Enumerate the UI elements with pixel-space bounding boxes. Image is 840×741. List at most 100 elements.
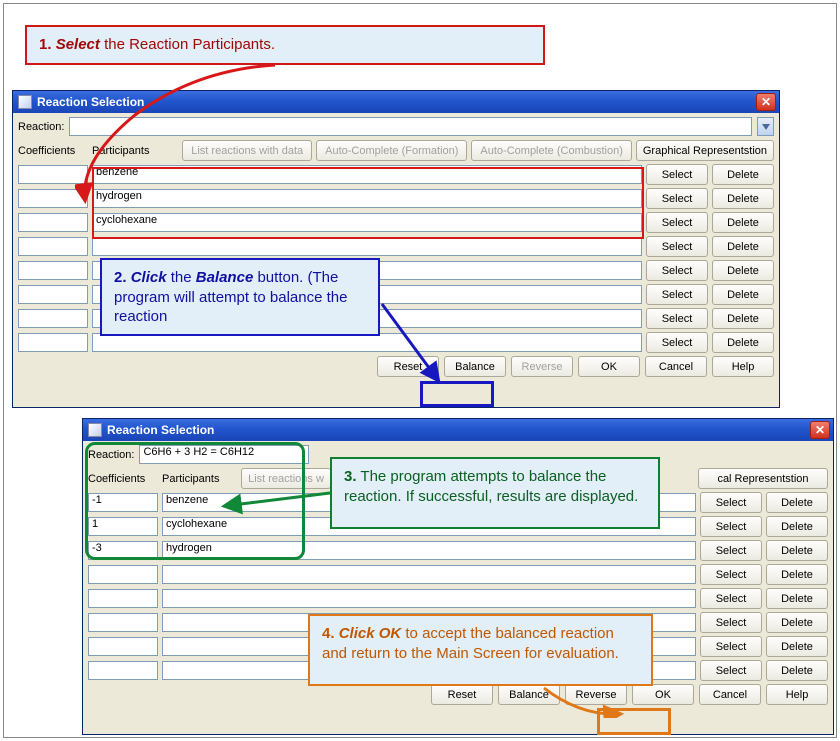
select-button[interactable]: Select xyxy=(646,308,708,329)
coefficient-input[interactable] xyxy=(18,165,88,184)
delete-button[interactable]: Delete xyxy=(712,236,774,257)
balance-button[interactable]: Balance xyxy=(444,356,506,377)
coefficient-input[interactable] xyxy=(18,261,88,280)
participant-input[interactable]: benzene xyxy=(92,165,642,184)
participant-row: hydrogenSelectDelete xyxy=(18,188,774,209)
reaction-label: Reaction: xyxy=(88,449,134,461)
app-icon xyxy=(18,95,32,109)
window-title: Reaction Selection xyxy=(37,95,756,109)
select-button[interactable]: Select xyxy=(700,540,762,561)
coefficient-input[interactable] xyxy=(18,237,88,256)
delete-button[interactable]: Delete xyxy=(766,492,828,513)
callout-step-4: 4. Click OK to accept the balanced react… xyxy=(308,614,653,686)
select-button[interactable]: Select xyxy=(700,492,762,513)
delete-button[interactable]: Delete xyxy=(712,332,774,353)
coefficients-header: Coefficients xyxy=(18,145,88,157)
reverse-button[interactable]: Reverse xyxy=(565,684,627,705)
coefficient-input[interactable] xyxy=(88,589,158,608)
select-button[interactable]: Select xyxy=(646,236,708,257)
delete-button[interactable]: Delete xyxy=(712,212,774,233)
close-icon[interactable]: ✕ xyxy=(756,93,776,111)
list-reactions-button: List reactions with data xyxy=(182,140,312,161)
coefficient-input[interactable] xyxy=(18,333,88,352)
list-reactions-button: List reactions w xyxy=(241,468,331,489)
participant-input[interactable]: hydrogen xyxy=(162,541,696,560)
coefficients-header: Coefficients xyxy=(88,473,158,485)
coefficient-input[interactable] xyxy=(18,189,88,208)
titlebar: Reaction Selection ✕ xyxy=(13,91,779,113)
step-text: the Reaction Participants. xyxy=(104,36,275,53)
participant-input[interactable]: hydrogen xyxy=(92,189,642,208)
participant-row: -3hydrogenSelectDelete xyxy=(88,540,828,561)
ok-button[interactable]: OK xyxy=(578,356,640,377)
delete-button[interactable]: Delete xyxy=(766,612,828,633)
dropdown-icon[interactable] xyxy=(757,117,774,136)
participant-row: cyclohexaneSelectDelete xyxy=(18,212,774,233)
select-button[interactable]: Select xyxy=(646,260,708,281)
delete-button[interactable]: Delete xyxy=(712,260,774,281)
reaction-selection-window-1: Reaction Selection ✕ Reaction: Coefficie… xyxy=(12,90,780,408)
participant-row: benzeneSelectDelete xyxy=(18,164,774,185)
delete-button[interactable]: Delete xyxy=(712,308,774,329)
graphical-rep-button[interactable]: Graphical Representstion xyxy=(636,140,774,161)
reset-button[interactable]: Reset xyxy=(431,684,493,705)
select-button[interactable]: Select xyxy=(700,516,762,537)
coefficient-input[interactable] xyxy=(18,285,88,304)
coefficient-input[interactable]: -1 xyxy=(88,493,158,512)
coefficient-input[interactable] xyxy=(18,309,88,328)
callout-step-1: 1. Select the Reaction Participants. xyxy=(25,25,545,65)
auto-formation-button: Auto-Complete (Formation) xyxy=(316,140,467,161)
reaction-input[interactable] xyxy=(69,117,752,136)
step-number: 1. xyxy=(39,36,52,53)
participant-input[interactable]: cyclohexane xyxy=(92,213,642,232)
delete-button[interactable]: Delete xyxy=(766,588,828,609)
close-icon[interactable]: ✕ xyxy=(810,421,830,439)
delete-button[interactable]: Delete xyxy=(766,540,828,561)
participant-input[interactable] xyxy=(162,589,696,608)
step-verb: Select xyxy=(56,36,100,53)
coefficient-input[interactable] xyxy=(88,613,158,632)
titlebar: Reaction Selection ✕ xyxy=(83,419,833,441)
select-button[interactable]: Select xyxy=(646,164,708,185)
select-button[interactable]: Select xyxy=(646,188,708,209)
window-title: Reaction Selection xyxy=(107,423,810,437)
select-button[interactable]: Select xyxy=(646,212,708,233)
select-button[interactable]: Select xyxy=(700,612,762,633)
select-button[interactable]: Select xyxy=(700,588,762,609)
reset-button[interactable]: Reset xyxy=(377,356,439,377)
select-button[interactable]: Select xyxy=(700,660,762,681)
help-button[interactable]: Help xyxy=(766,684,828,705)
auto-combustion-button: Auto-Complete (Combustion) xyxy=(471,140,631,161)
coefficient-input[interactable] xyxy=(88,661,158,680)
delete-button[interactable]: Delete xyxy=(766,564,828,585)
coefficient-input[interactable]: 1 xyxy=(88,517,158,536)
callout-step-2: 2. Click the Balance button. (The progra… xyxy=(100,258,380,336)
delete-button[interactable]: Delete xyxy=(712,188,774,209)
coefficient-input[interactable] xyxy=(18,213,88,232)
coefficient-input[interactable]: -3 xyxy=(88,541,158,560)
select-button[interactable]: Select xyxy=(700,636,762,657)
reaction-input[interactable]: C6H6 + 3 H2 = C6H12 xyxy=(139,445,309,464)
coefficient-input[interactable] xyxy=(88,637,158,656)
step-text-mid: the xyxy=(171,269,196,286)
delete-button[interactable]: Delete xyxy=(766,516,828,537)
select-button[interactable]: Select xyxy=(646,284,708,305)
ok-button[interactable]: OK xyxy=(632,684,694,705)
balance-button[interactable]: Balance xyxy=(498,684,560,705)
delete-button[interactable]: Delete xyxy=(766,636,828,657)
delete-button[interactable]: Delete xyxy=(712,164,774,185)
participant-row: SelectDelete xyxy=(88,564,828,585)
step-verb: Click xyxy=(131,269,167,286)
delete-button[interactable]: Delete xyxy=(712,284,774,305)
participant-input[interactable] xyxy=(162,565,696,584)
cancel-button[interactable]: Cancel xyxy=(645,356,707,377)
select-button[interactable]: Select xyxy=(646,332,708,353)
participant-input[interactable] xyxy=(92,237,642,256)
graphical-rep-button[interactable]: cal Representstion xyxy=(698,468,828,489)
step-number: 2. xyxy=(114,269,127,286)
cancel-button[interactable]: Cancel xyxy=(699,684,761,705)
help-button[interactable]: Help xyxy=(712,356,774,377)
delete-button[interactable]: Delete xyxy=(766,660,828,681)
coefficient-input[interactable] xyxy=(88,565,158,584)
select-button[interactable]: Select xyxy=(700,564,762,585)
